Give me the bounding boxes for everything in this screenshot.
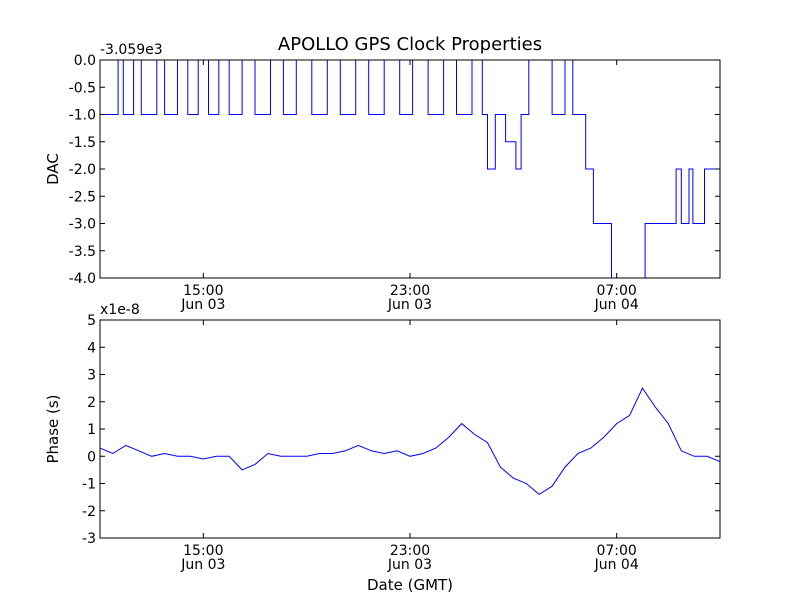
- plot-frame: [99, 319, 721, 539]
- y-tick-label: 1: [87, 422, 96, 438]
- y-tick-label: -2: [82, 504, 96, 520]
- x-tick-date: Jun 03: [180, 557, 225, 573]
- plot-frame: [99, 59, 721, 279]
- x-tick-time: 07:00: [596, 283, 636, 299]
- x-axis-label: Date (GMT): [367, 576, 453, 594]
- y-tick-label: 4: [87, 340, 96, 356]
- y-tick-label: -1.5: [69, 135, 96, 151]
- x-tick-time: 23:00: [390, 543, 430, 559]
- x-tick-time: 23:00: [390, 283, 430, 299]
- y-axis-label: Phase (s): [44, 394, 62, 463]
- y-tick-label: 5: [87, 313, 96, 329]
- x-tick-time: 07:00: [596, 543, 636, 559]
- y-tick-label: -3.0: [69, 217, 96, 233]
- y-tick-label: -3: [82, 531, 96, 547]
- series-line-0: [99, 387, 721, 496]
- y-tick-label: -0.5: [69, 80, 96, 96]
- x-tick-date: Jun 03: [180, 297, 225, 313]
- y-tick-label: -2.5: [69, 189, 96, 205]
- figure-title: APOLLO GPS Clock Properties: [278, 34, 542, 55]
- y-axis-label: DAC: [44, 153, 62, 185]
- series-line-0: [100, 59, 721, 279]
- x-tick-time: 15:00: [183, 543, 223, 559]
- x-tick-date: Jun 03: [387, 557, 432, 573]
- axis-offset-label: x1e-8: [100, 302, 140, 318]
- y-tick-label: 0: [87, 449, 96, 465]
- y-tick-label: -3.5: [69, 244, 96, 260]
- x-tick-date: Jun 04: [594, 297, 639, 313]
- y-tick-label: -2.0: [69, 162, 96, 178]
- y-tick-label: -1: [82, 477, 96, 493]
- y-tick-label: -4.0: [69, 271, 96, 287]
- x-tick-date: Jun 03: [387, 297, 432, 313]
- dac-chart: 0.0 -0.5 -1.0 -1.5 -2.0 -2.5 -3.0 -3.5 -4.0 15:00…: [44, 42, 721, 313]
- y-tick-label: 2: [87, 395, 96, 411]
- y-tick-label: -1.0: [69, 108, 96, 124]
- y-tick-label: 3: [87, 368, 96, 384]
- x-tick-time: 15:00: [183, 283, 223, 299]
- x-tick-date: Jun 04: [594, 557, 639, 573]
- y-tick-label: 0.0: [74, 53, 96, 69]
- axis-offset-label: -3.059e3: [100, 42, 163, 58]
